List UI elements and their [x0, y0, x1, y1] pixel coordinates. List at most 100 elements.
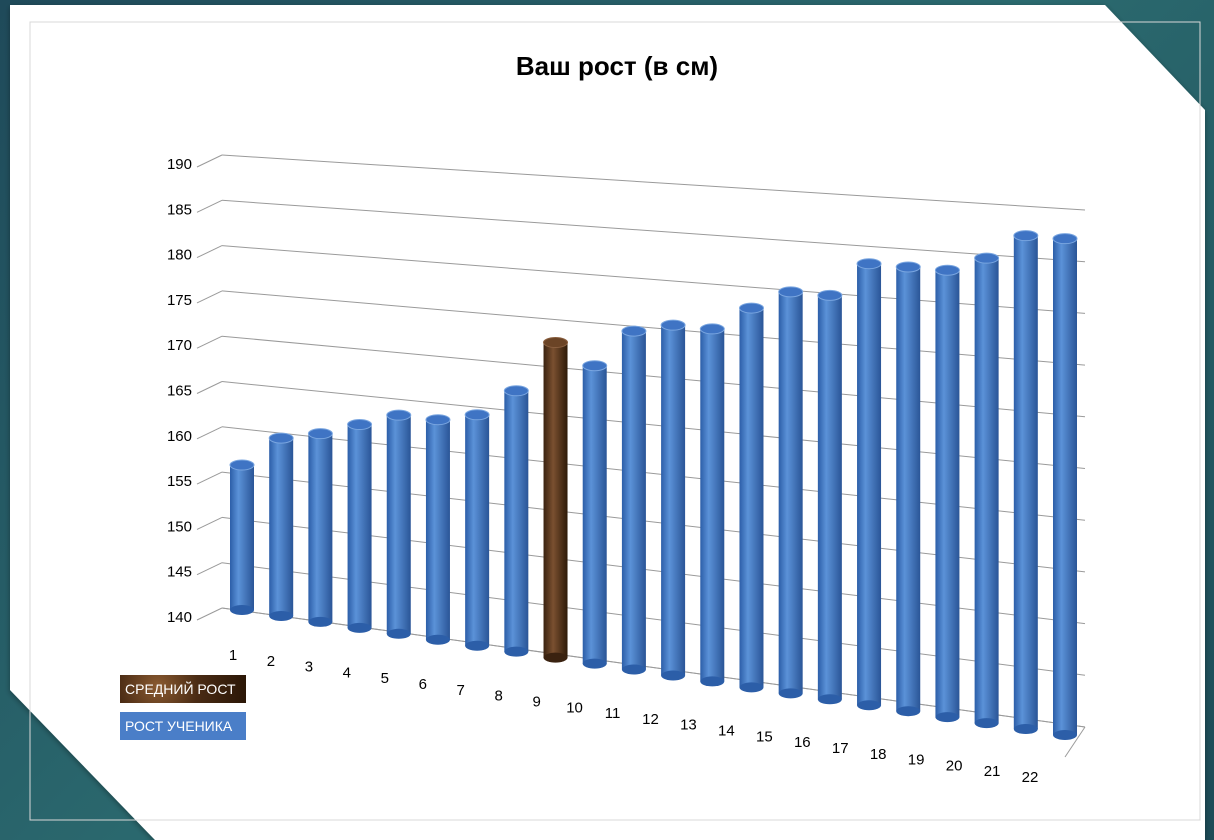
bar-top	[738, 302, 764, 314]
x-tick-label: 19	[908, 752, 925, 769]
bar-top	[307, 428, 333, 440]
bar	[307, 428, 333, 627]
y-tick-label: 175	[167, 292, 192, 309]
bar-body	[504, 390, 529, 652]
bar-body	[896, 266, 921, 712]
bar-top	[464, 409, 490, 421]
bar-base	[739, 682, 764, 693]
gridline	[221, 154, 1086, 211]
bar-base	[661, 670, 686, 681]
bar-base	[817, 694, 842, 705]
x-tick-label: 11	[605, 705, 621, 722]
bar	[464, 409, 490, 651]
x-tick-label: 5	[381, 670, 389, 687]
bar-base	[700, 676, 725, 687]
bar	[386, 409, 412, 639]
bar	[699, 323, 725, 687]
bar-base	[935, 712, 960, 723]
y-tick-label: 185	[167, 201, 192, 218]
y-tick-label: 165	[167, 383, 192, 400]
y-tick-label: 190	[167, 156, 192, 173]
bar-body	[308, 433, 333, 622]
bar	[778, 286, 804, 699]
bar-body	[386, 415, 411, 634]
bar-base	[621, 664, 646, 675]
chart-title: Ваш рост (в см)	[516, 51, 718, 81]
x-axis-ticks: 1 2 3 4 5 6 7 8 9 10 11 12 13 14 15 16 17 18 19 20 21 22	[229, 647, 1039, 786]
bar-top	[974, 252, 1000, 264]
bar-top	[347, 419, 373, 431]
y-tick-label: 150	[167, 518, 192, 535]
bar-top	[778, 286, 804, 298]
bar-top	[895, 261, 921, 273]
gridline-depth	[196, 245, 223, 259]
bar-body	[621, 331, 646, 670]
legend-item-student: РОСТ УЧЕНИКА	[120, 712, 246, 740]
bar-top	[386, 409, 412, 421]
y-tick-label: 180	[167, 247, 192, 264]
gridline-depth	[196, 471, 223, 485]
bar-body	[935, 270, 960, 718]
y-axis-ticks: 140 145 150 155 160 165 170 175 180 185 190	[167, 156, 192, 626]
gridline-depth	[196, 290, 223, 304]
bar-base	[269, 610, 294, 621]
legend-label-student: РОСТ УЧЕНИКА	[125, 718, 233, 734]
y-tick-label: 155	[167, 473, 192, 490]
bar	[503, 385, 529, 657]
x-tick-label: 16	[794, 734, 811, 751]
y-tick-label: 140	[167, 609, 192, 626]
bar-top	[621, 325, 647, 337]
x-tick-label: 7	[457, 682, 465, 699]
plot-area-border	[29, 21, 1201, 821]
gridline-depth	[196, 562, 223, 576]
gridline-depth	[196, 426, 223, 440]
x-tick-label: 12	[642, 711, 659, 728]
bar-base	[230, 605, 254, 615]
y-tick-label: 145	[167, 564, 192, 581]
bar-top	[268, 432, 294, 444]
legend-label-average: СРЕДНИЙ РОСТ	[125, 681, 236, 697]
x-tick-label: 8	[494, 688, 502, 705]
bar-body	[347, 424, 372, 628]
bar-body	[1053, 238, 1077, 735]
bar-base	[504, 646, 529, 657]
bar	[856, 258, 882, 711]
bar-base	[857, 700, 882, 711]
bar-top	[425, 414, 451, 426]
bar	[934, 264, 960, 723]
y-tick-label: 170	[167, 337, 192, 354]
x-tick-label: 1	[229, 647, 237, 664]
bar-body	[700, 328, 725, 682]
bar	[229, 459, 255, 615]
bar-base	[425, 634, 450, 645]
x-tick-label: 15	[756, 728, 773, 745]
bar-base	[465, 640, 490, 651]
bar	[817, 289, 843, 705]
x-tick-label: 6	[419, 676, 427, 693]
gridline-depth	[196, 199, 223, 213]
gridline	[221, 199, 1086, 263]
bar-body	[543, 342, 568, 658]
legend-item-average: СРЕДНИЙ РОСТ	[120, 675, 246, 703]
x-tick-label: 4	[343, 664, 351, 681]
bar-body	[230, 465, 254, 610]
gridline-depth	[196, 381, 223, 394]
bar-top	[543, 337, 569, 349]
bar-top	[503, 385, 529, 397]
bar-body	[739, 308, 764, 688]
bar-top	[1052, 233, 1078, 245]
bar-base	[778, 688, 803, 699]
bar-base	[347, 622, 372, 633]
x-tick-label: 21	[984, 763, 1001, 780]
bar-base	[582, 658, 607, 669]
bars	[229, 230, 1078, 740]
bar	[582, 360, 608, 669]
bar	[1052, 233, 1078, 740]
bar-base	[1053, 730, 1077, 740]
x-tick-label: 22	[1022, 769, 1039, 786]
bar-body	[661, 325, 686, 676]
floor-edge	[1064, 726, 1086, 758]
bar	[347, 419, 373, 633]
x-tick-label: 20	[946, 757, 963, 774]
bar-body	[269, 438, 294, 616]
